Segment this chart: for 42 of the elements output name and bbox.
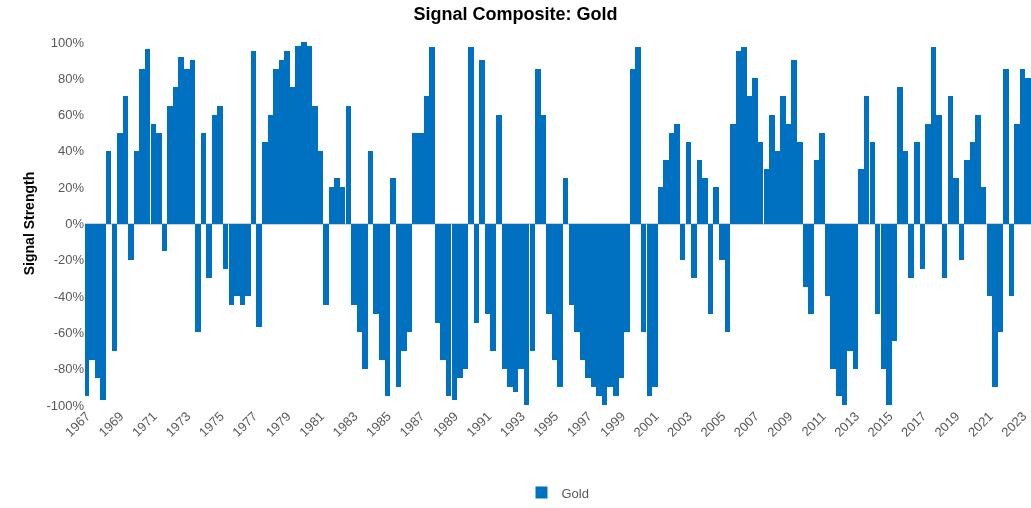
bar [250, 51, 257, 224]
bar [919, 223, 926, 269]
bar [679, 223, 686, 260]
chart-title: Signal Composite: Gold [413, 4, 618, 25]
legend-label: Gold [561, 485, 589, 501]
bar [713, 187, 719, 224]
bar [562, 178, 569, 224]
bar [1003, 69, 1009, 224]
bar [468, 47, 474, 224]
bar [473, 223, 480, 324]
bar [323, 223, 329, 306]
bar [691, 223, 697, 278]
bar [496, 114, 502, 224]
y-tick-label: 100% [50, 34, 85, 50]
bar [685, 141, 692, 224]
bar [256, 223, 262, 327]
bar [958, 223, 965, 260]
y-tick-label: -20% [53, 252, 85, 268]
bar [200, 132, 207, 224]
y-tick-label: 40% [57, 143, 85, 159]
bar [111, 223, 118, 351]
bar [161, 223, 168, 251]
bar [105, 150, 112, 224]
bar [195, 223, 201, 333]
y-tick-label: -80% [53, 361, 85, 377]
bar [908, 223, 914, 278]
y-axis-title: Signal Strength [21, 171, 38, 276]
y-tick-label: 60% [57, 107, 85, 123]
bar [914, 141, 920, 224]
bar [367, 150, 374, 224]
bar [390, 178, 396, 224]
y-tick-label: 80% [57, 70, 85, 86]
bar [941, 223, 948, 278]
bar [1008, 223, 1015, 297]
bar [707, 223, 714, 315]
bar [128, 223, 134, 260]
y-tick-label: 0% [65, 216, 85, 232]
y-tick-label: 20% [57, 179, 85, 195]
bar [479, 60, 485, 224]
y-tick-label: -40% [53, 288, 85, 304]
bar [206, 223, 212, 278]
y-tick-label: -60% [53, 324, 85, 340]
